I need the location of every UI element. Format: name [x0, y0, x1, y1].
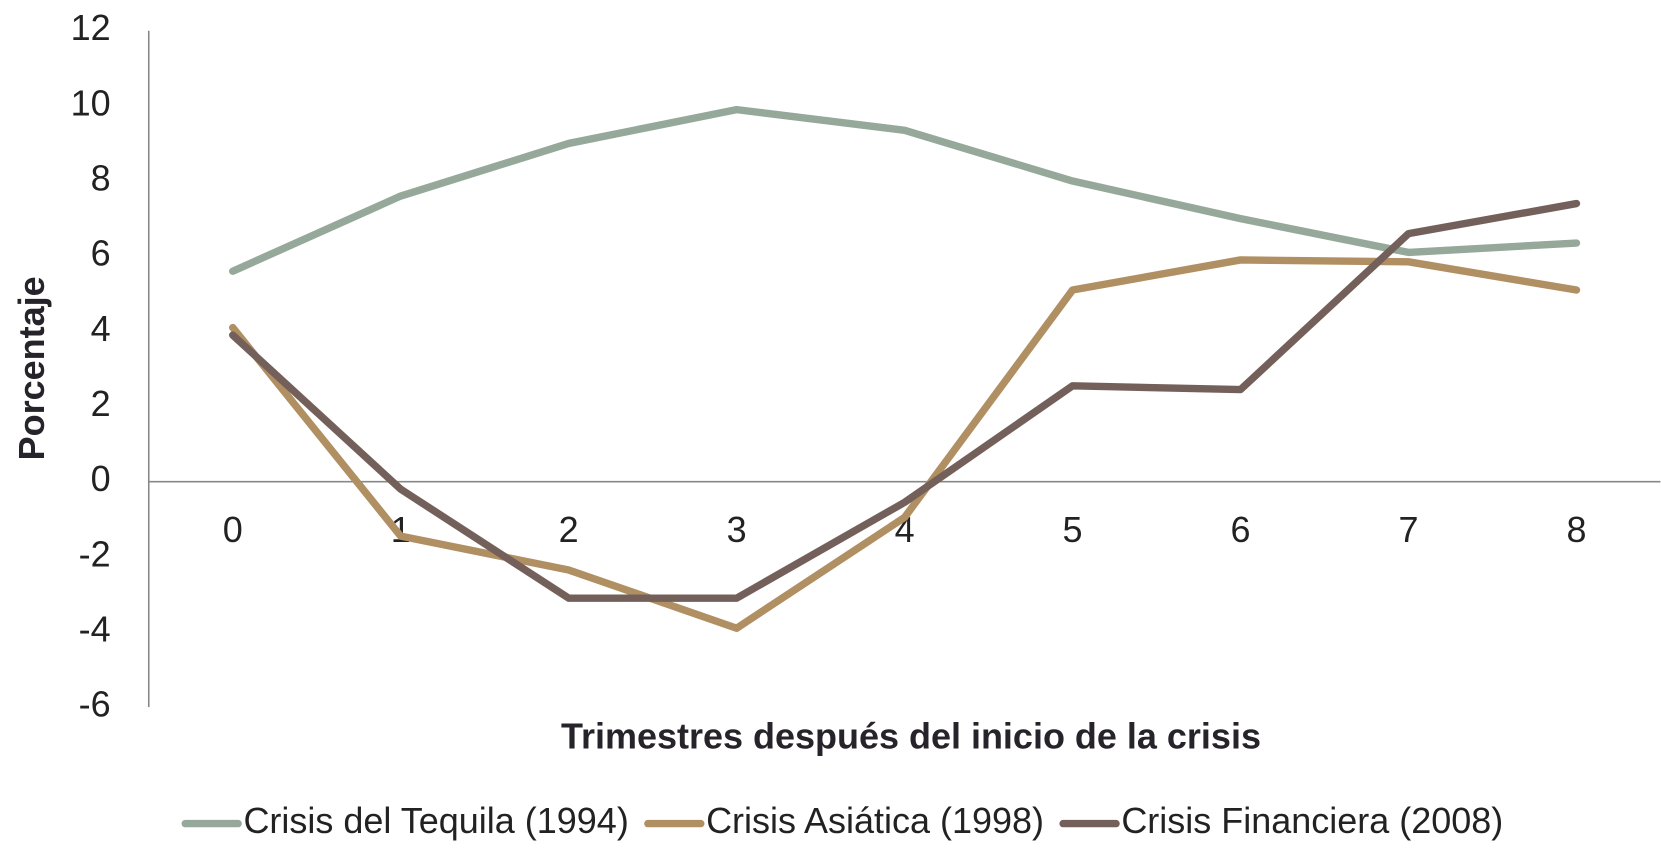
- y-tick-label: 4: [91, 308, 111, 349]
- y-tick-label: 10: [71, 82, 111, 123]
- x-tick-label: 0: [223, 509, 243, 550]
- y-tick-label: 6: [91, 233, 111, 274]
- y-tick-label: 0: [91, 458, 111, 499]
- legend-label: Crisis Financiera (2008): [1121, 800, 1503, 841]
- legend-label: Crisis Asiática (1998): [706, 800, 1044, 841]
- x-tick-label: 5: [1063, 509, 1083, 550]
- y-tick-label: 8: [91, 158, 111, 199]
- series-line: [229, 199, 1581, 602]
- y-tick-label: -6: [79, 684, 111, 725]
- x-tick-label: 7: [1398, 509, 1418, 550]
- y-tick-label: 12: [71, 7, 111, 48]
- y-tick-label: -4: [79, 608, 111, 649]
- x-tick-label: 3: [727, 509, 747, 550]
- x-tick-label: 6: [1231, 509, 1251, 550]
- y-tick-label: 2: [91, 383, 111, 424]
- x-axis-title: Trimestres después del inicio de la cris…: [561, 715, 1261, 756]
- legend-label: Crisis del Tequila (1994): [243, 800, 628, 841]
- y-axis-title: Porcentaje: [11, 276, 52, 460]
- series-line: [229, 105, 1581, 275]
- x-tick-label: 2: [559, 509, 579, 550]
- series-line: [229, 256, 1581, 632]
- y-tick-label: -2: [79, 533, 111, 574]
- x-tick-label: 8: [1566, 509, 1586, 550]
